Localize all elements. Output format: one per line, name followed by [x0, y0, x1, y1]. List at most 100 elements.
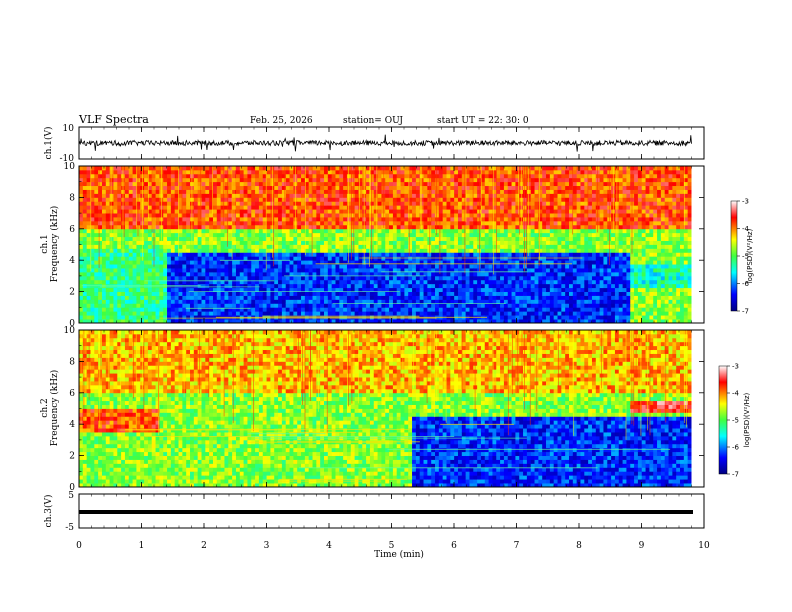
spectrogram-cell	[350, 201, 356, 206]
spectrogram-cell	[86, 299, 91, 304]
spectrogram-cell	[201, 295, 206, 300]
spectrogram-cell	[327, 287, 333, 293]
spectrogram-cell	[515, 185, 520, 190]
spectrogram-cell	[255, 220, 260, 226]
spectrogram-cell	[431, 240, 436, 245]
spectrogram-cell	[442, 201, 447, 206]
spectrogram-cell	[155, 193, 160, 198]
spectrogram-cell	[450, 173, 455, 179]
spectrogram-cell	[308, 307, 313, 312]
spectrogram-cell	[167, 260, 172, 265]
spectrogram-cell	[266, 244, 271, 249]
spectrogram-cell	[293, 319, 298, 324]
spectrogram-cell	[90, 319, 95, 324]
spectrogram-cell	[454, 181, 459, 187]
spectrogram-cell	[278, 291, 283, 296]
spectrogram-cell	[396, 268, 401, 273]
spectrogram-cell	[109, 319, 114, 324]
spectrogram-cell	[350, 252, 356, 257]
spectrogram-cell	[304, 271, 310, 277]
spectrogram-cell	[105, 271, 111, 277]
spectrogram-cell	[105, 256, 111, 261]
spectrogram-cell	[235, 260, 241, 265]
spectrogram-cell	[144, 232, 149, 238]
spectrogram-cell	[281, 185, 287, 190]
spectrogram-cell	[484, 303, 490, 308]
spectrogram-cell	[101, 271, 107, 277]
spectrogram-cell	[174, 271, 179, 277]
spectrogram-cell	[289, 303, 294, 308]
spectrogram-cell	[385, 291, 390, 296]
spectrogram-cell	[507, 319, 512, 324]
spectrogram-cell	[205, 268, 210, 273]
spectrogram-cell	[438, 166, 444, 171]
spectrogram-cell	[346, 279, 352, 285]
spectrogram-cell	[235, 248, 241, 253]
spectrogram-cell	[450, 248, 455, 253]
spectrogram-cell	[507, 252, 512, 257]
spectrogram-cell	[500, 244, 505, 249]
spectrogram-cell	[515, 244, 520, 249]
spectrogram-cell	[86, 240, 91, 245]
spectrogram-cell	[301, 213, 306, 218]
spectrogram-cell	[511, 213, 516, 218]
spectrogram-cell	[308, 169, 313, 175]
spectrogram-cell	[170, 307, 176, 312]
spectrogram-cell	[454, 268, 459, 273]
spectrogram-cell	[553, 283, 558, 289]
spectrogram-cell	[435, 319, 440, 324]
spectrogram-cell	[297, 291, 302, 296]
spectrogram-cell	[542, 209, 547, 214]
spectrogram-cell	[109, 177, 114, 183]
spectrogram-cell	[538, 299, 543, 304]
spectrogram-cell	[82, 236, 88, 241]
spectrogram-cell	[335, 303, 340, 308]
spectrogram-cell	[477, 209, 482, 214]
spectrogram-cell	[155, 279, 160, 285]
spectrogram-cell	[496, 173, 501, 179]
spectrogram-cell	[182, 185, 187, 190]
spectrogram-cell	[266, 232, 271, 238]
spectrogram-cell	[136, 185, 141, 190]
spectrogram-cell	[228, 287, 233, 293]
spectrogram-cell	[496, 256, 501, 261]
spectrogram-cell	[400, 283, 405, 289]
spectrogram-cell	[538, 220, 543, 226]
spectrogram-cell	[79, 166, 84, 171]
spectrogram-cell	[235, 307, 241, 312]
spectrogram-cell	[197, 295, 202, 300]
spectrogram-cell	[465, 307, 470, 312]
spectrogram-cell	[346, 173, 352, 179]
spectrogram-cell	[530, 189, 535, 194]
spectrogram-cell	[354, 260, 359, 265]
spectrogram-cell	[289, 283, 294, 289]
spectrogram-cell	[500, 287, 505, 293]
spectrogram-cell	[503, 228, 509, 234]
spectrogram-cell	[304, 197, 310, 202]
spectrogram-cell	[423, 181, 428, 187]
spectrogram-cell	[350, 232, 356, 238]
spectrogram-cell	[331, 228, 336, 234]
spectrogram-cell	[297, 248, 302, 253]
spectrogram-cell	[167, 271, 172, 277]
spectrogram-cell	[201, 177, 206, 183]
spectrogram-cell	[553, 236, 558, 241]
spectrogram-cell	[549, 193, 555, 198]
spectrogram-cell	[128, 185, 133, 190]
spectrogram-cell	[454, 295, 459, 300]
spectrogram-cell	[366, 193, 371, 198]
spectrogram-cell	[297, 224, 302, 230]
spectrogram-cell	[507, 271, 512, 277]
spectrogram-cell	[503, 169, 509, 175]
spectrogram-cell	[480, 256, 486, 261]
spectrogram-cell	[293, 256, 298, 261]
spectrogram-cell	[538, 236, 543, 241]
spectrogram-cell	[450, 181, 455, 187]
spectrogram-cell	[109, 291, 114, 296]
spectrogram-cell	[480, 232, 486, 238]
spectrogram-cell	[534, 287, 539, 293]
spectrogram-cell	[247, 173, 252, 179]
spectrogram-cell	[343, 217, 348, 222]
spectrogram-cell	[431, 166, 436, 171]
spectrogram-cell	[454, 228, 459, 234]
